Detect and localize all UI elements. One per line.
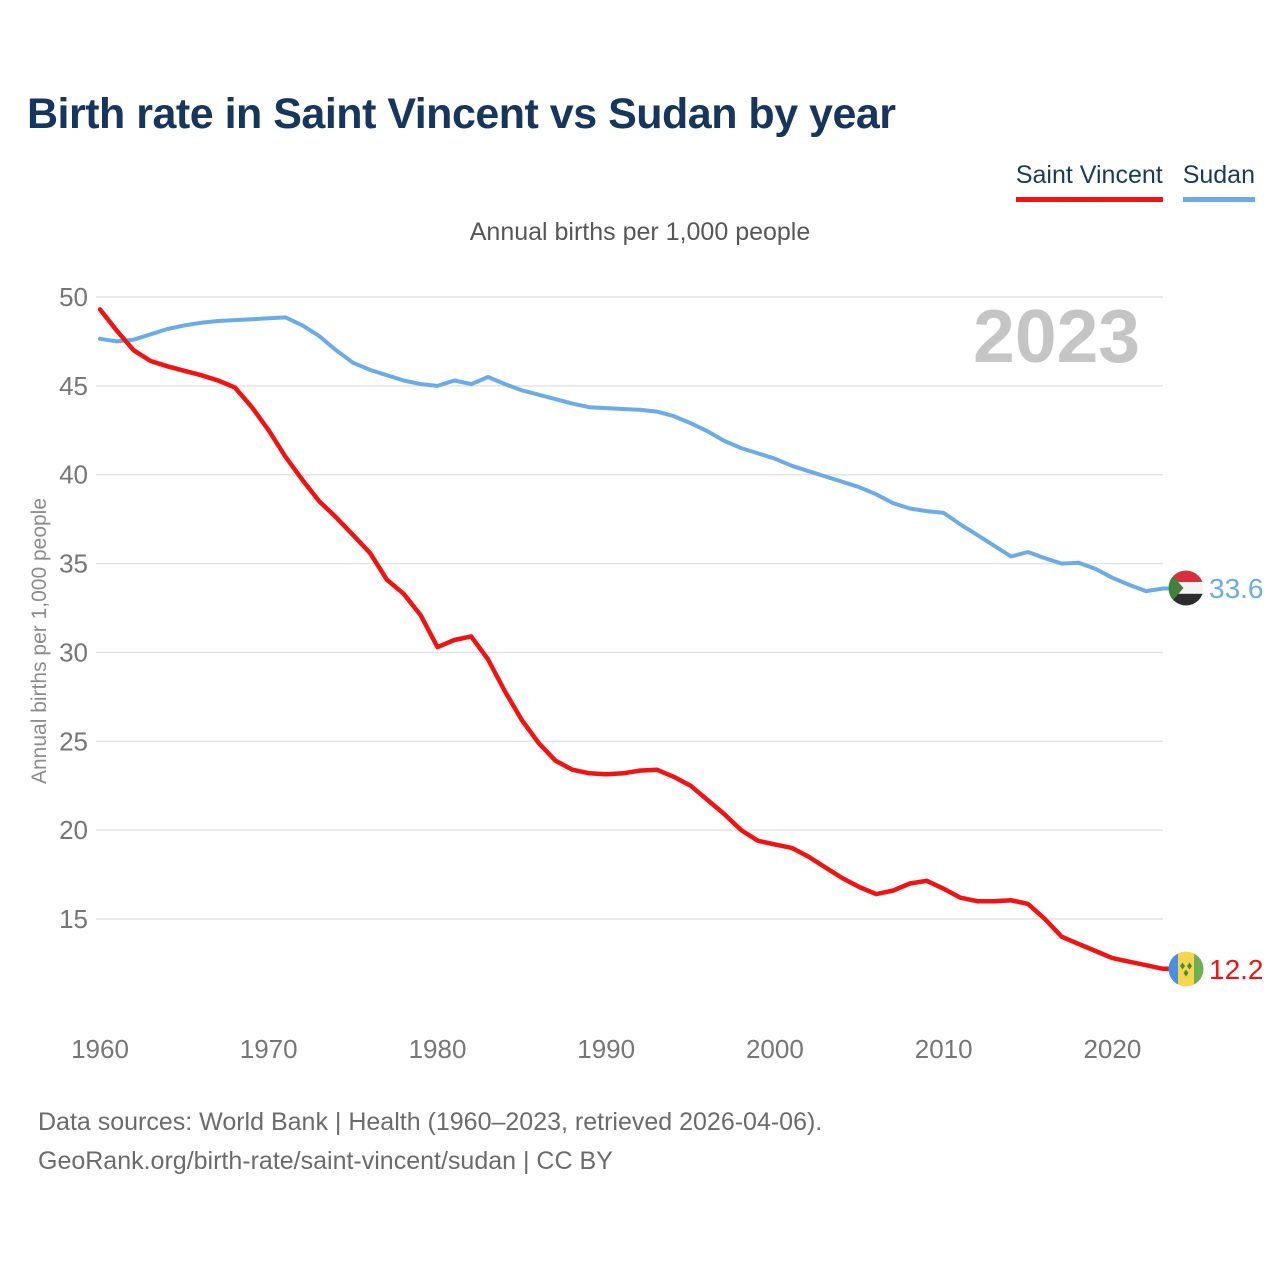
- x-tick-label: 2000: [746, 1034, 804, 1064]
- chart-subtitle: Annual births per 1,000 people: [469, 218, 811, 246]
- y-tick-label: 40: [59, 460, 88, 490]
- x-tick-label: 1970: [240, 1034, 298, 1064]
- x-tick-label: 1980: [409, 1034, 467, 1064]
- y-tick-label: 50: [59, 282, 88, 312]
- x-tick-label: 1990: [577, 1034, 635, 1064]
- legend-item-saint-vincent[interactable]: Saint Vincent: [1015, 161, 1163, 202]
- year-watermark: 2023: [973, 294, 1140, 378]
- page-title: Birth rate in Saint Vincent vs Sudan by …: [27, 90, 896, 138]
- y-tick-label: 20: [59, 815, 88, 845]
- y-tick-label: 45: [59, 371, 88, 401]
- sudan-end-value: 33.6: [1209, 573, 1264, 604]
- footer-sources: Data sources: World Bank | Health (1960–…: [38, 1108, 823, 1136]
- legend-label-saint-vincent: Saint Vincent: [1015, 161, 1163, 189]
- x-tick-label: 2020: [1083, 1034, 1141, 1064]
- saint-vincent-flag-icon: [1168, 951, 1204, 987]
- sudan-flag-icon: [1168, 570, 1204, 606]
- x-tick-label: 1960: [71, 1034, 129, 1064]
- saint-vincent-end-value: 12.2: [1209, 954, 1264, 985]
- y-tick-label: 15: [59, 904, 88, 934]
- y-tick-label: 30: [59, 637, 88, 667]
- y-tick-label: 25: [59, 726, 88, 756]
- legend-label-sudan: Sudan: [1182, 161, 1255, 189]
- line-sudan: [98, 315, 1171, 594]
- footer: Data sources: World Bank | Health (1960–…: [38, 1103, 822, 1181]
- legend: Saint Vincent Sudan: [1015, 161, 1255, 202]
- y-axis-title: Annual births per 1,000 people: [28, 498, 51, 784]
- y-tick-label: 35: [59, 549, 88, 579]
- line-saint-vincent: [97, 307, 1172, 972]
- legend-item-sudan[interactable]: Sudan: [1182, 161, 1255, 202]
- x-tick-label: 2010: [915, 1034, 973, 1064]
- footer-attribution: GeoRank.org/birth-rate/saint-vincent/sud…: [38, 1147, 613, 1175]
